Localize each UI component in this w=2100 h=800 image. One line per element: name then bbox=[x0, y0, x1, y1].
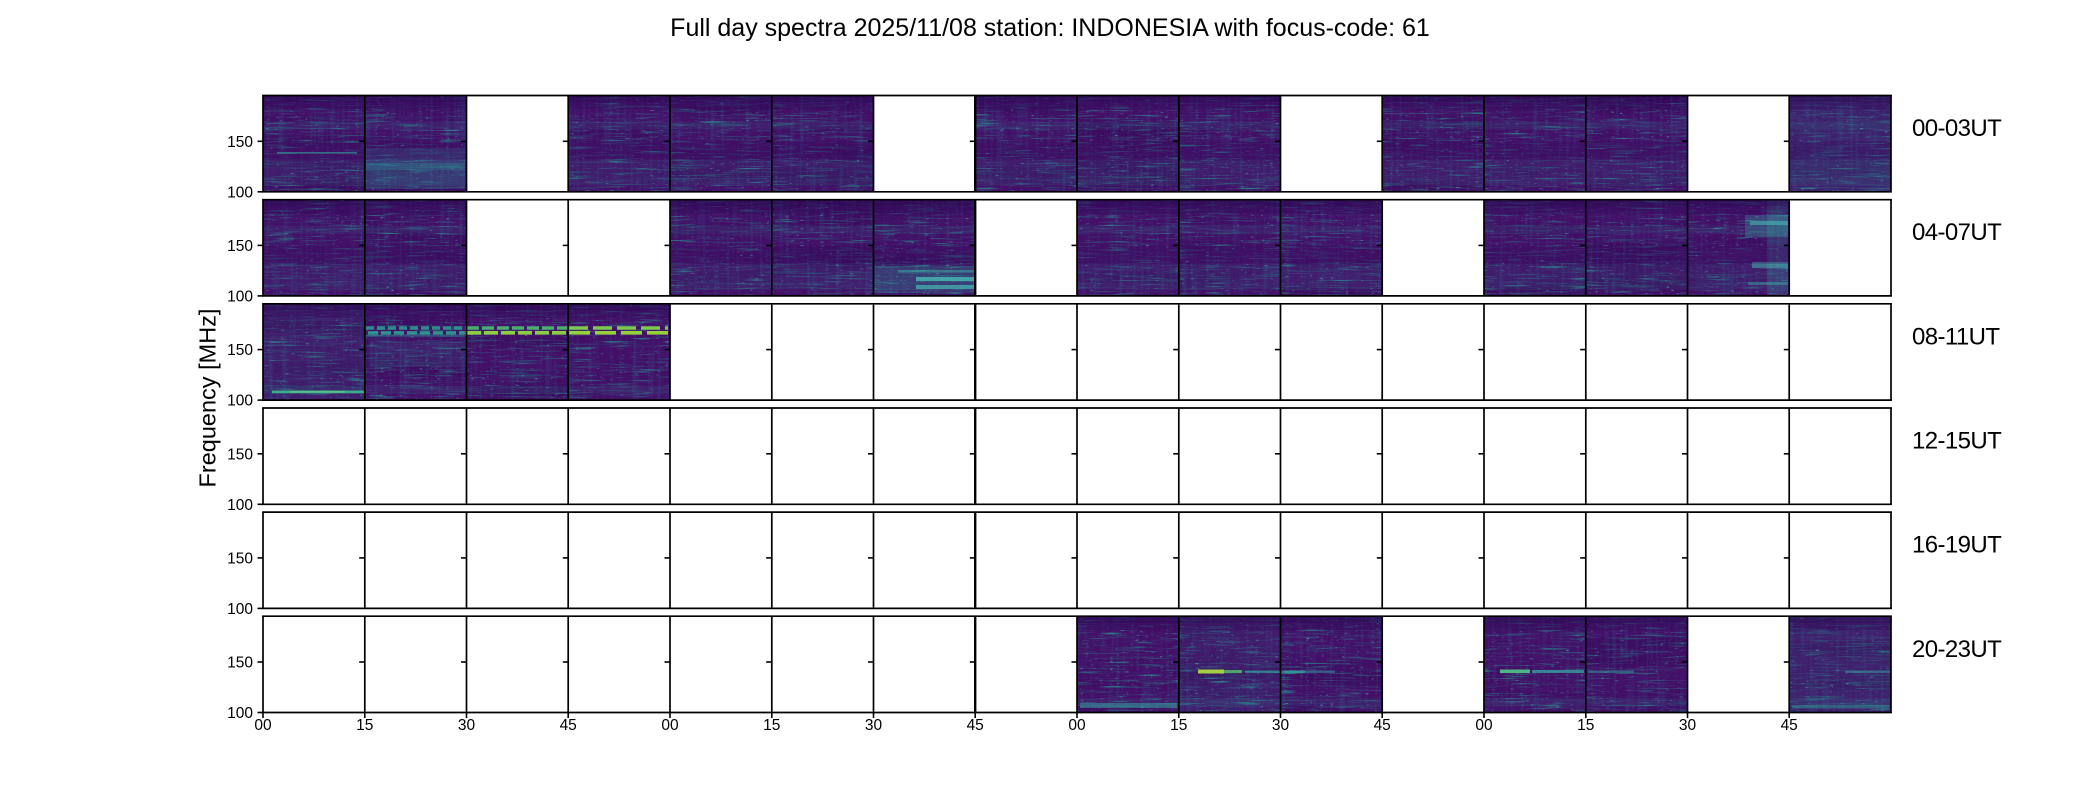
svg-text:150: 150 bbox=[227, 446, 253, 463]
svg-text:100: 100 bbox=[227, 184, 253, 201]
svg-text:45: 45 bbox=[560, 717, 577, 734]
svg-text:100: 100 bbox=[227, 705, 253, 722]
svg-text:150: 150 bbox=[227, 655, 253, 672]
svg-text:00-03UT: 00-03UT bbox=[1912, 115, 2002, 142]
svg-text:100: 100 bbox=[227, 288, 253, 305]
svg-text:100: 100 bbox=[227, 497, 253, 514]
svg-text:30: 30 bbox=[1679, 717, 1697, 734]
svg-text:150: 150 bbox=[227, 550, 253, 567]
svg-text:30: 30 bbox=[865, 717, 883, 734]
svg-text:Frequency [MHz]: Frequency [MHz] bbox=[195, 309, 221, 488]
svg-text:00: 00 bbox=[661, 717, 679, 734]
svg-text:Full day spectra 2025/11/08 st: Full day spectra 2025/11/08 station: IND… bbox=[670, 14, 1430, 42]
svg-text:45: 45 bbox=[1781, 717, 1798, 734]
svg-text:100: 100 bbox=[227, 601, 253, 618]
svg-text:30: 30 bbox=[458, 717, 476, 734]
svg-text:00: 00 bbox=[254, 717, 272, 734]
svg-text:15: 15 bbox=[1170, 717, 1187, 734]
svg-text:45: 45 bbox=[1374, 717, 1391, 734]
svg-text:45: 45 bbox=[967, 717, 984, 734]
svg-text:00: 00 bbox=[1475, 717, 1493, 734]
svg-text:00: 00 bbox=[1068, 717, 1086, 734]
svg-text:20-23UT: 20-23UT bbox=[1912, 636, 2002, 663]
svg-text:15: 15 bbox=[763, 717, 780, 734]
svg-text:08-11UT: 08-11UT bbox=[1912, 323, 2000, 350]
svg-text:150: 150 bbox=[227, 342, 253, 359]
svg-text:12-15UT: 12-15UT bbox=[1912, 428, 2002, 455]
svg-text:16-19UT: 16-19UT bbox=[1912, 532, 2002, 559]
svg-text:15: 15 bbox=[1577, 717, 1594, 734]
svg-text:150: 150 bbox=[227, 238, 253, 255]
svg-text:150: 150 bbox=[227, 134, 253, 151]
svg-text:15: 15 bbox=[356, 717, 373, 734]
svg-text:100: 100 bbox=[227, 393, 253, 410]
svg-text:04-07UT: 04-07UT bbox=[1912, 219, 2002, 246]
svg-text:30: 30 bbox=[1272, 717, 1290, 734]
